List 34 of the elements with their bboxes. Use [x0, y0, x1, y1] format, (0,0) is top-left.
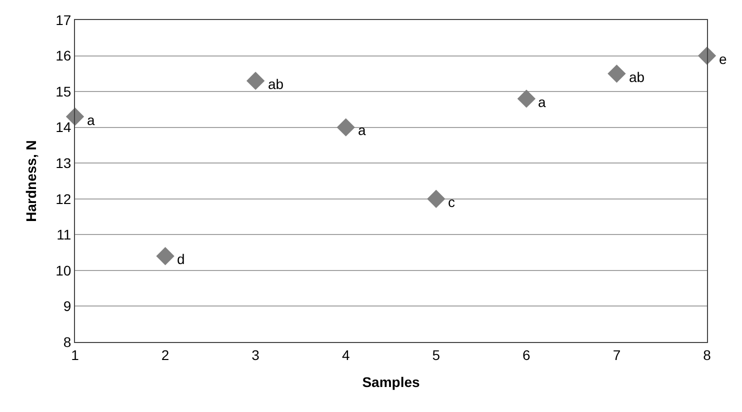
- point: [427, 190, 446, 208]
- annotation: ab: [629, 69, 645, 85]
- x-tick-label: 1: [71, 346, 80, 363]
- y-tick-label: 9: [63, 298, 72, 314]
- x-tick-label: 8: [703, 346, 712, 363]
- annotation: d: [177, 251, 185, 267]
- annotation: c: [448, 194, 455, 210]
- annotation: a: [358, 122, 366, 138]
- y-tick-label: 12: [56, 190, 72, 207]
- y-tick-label: 11: [56, 226, 72, 243]
- x-axis-title: Samples: [362, 374, 420, 390]
- y-tick-label: 8: [63, 334, 72, 350]
- x-tick-label: 6: [522, 346, 531, 363]
- y-tick-label: 14: [56, 119, 72, 136]
- point: [608, 64, 626, 83]
- y-tick-label: 13: [56, 155, 72, 172]
- x-tick-label: 5: [432, 346, 440, 363]
- x-tick-label: 2: [161, 346, 170, 363]
- point: [156, 247, 174, 266]
- y-tick-label: 10: [56, 262, 72, 278]
- annotation: e: [719, 51, 727, 67]
- point: [336, 118, 355, 136]
- x-tick-label: 7: [612, 346, 621, 363]
- annotation: a: [538, 94, 546, 110]
- x-tick-label: 3: [252, 346, 260, 363]
- x-tick-label: 4: [342, 346, 350, 363]
- y-axis-title: Hardness, N: [23, 140, 40, 222]
- y-tick-label: 17: [56, 12, 72, 28]
- y-tick-label: 15: [56, 83, 72, 100]
- y-tick-label: 16: [56, 48, 72, 64]
- point: [517, 90, 536, 108]
- annotation: ab: [268, 76, 284, 92]
- point: [246, 72, 265, 90]
- annotation: a: [87, 112, 95, 128]
